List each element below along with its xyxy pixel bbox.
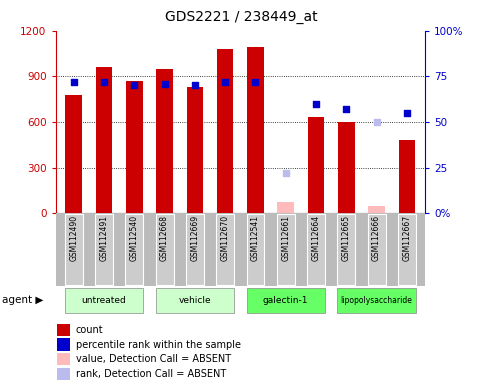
Text: GSM112661: GSM112661 (281, 215, 290, 261)
Text: GSM112491: GSM112491 (99, 215, 109, 261)
Point (70, 79, 78, 85)
Bar (126, 81, 142, 213)
Text: rank, Detection Call = ABSENT: rank, Detection Call = ABSENT (76, 369, 226, 379)
Bar (308, 118, 325, 213)
Text: GSM112665: GSM112665 (342, 215, 351, 262)
Bar (126, 214, 143, 285)
Text: GSM112664: GSM112664 (312, 215, 321, 262)
Text: count: count (76, 325, 103, 335)
Bar (186, 214, 204, 285)
Bar (277, 214, 295, 285)
Bar (338, 122, 355, 213)
Bar (217, 49, 233, 213)
Text: galectin-1: galectin-1 (263, 296, 309, 305)
Bar (95, 214, 113, 285)
Bar (96, 67, 113, 213)
Bar (216, 214, 234, 285)
Text: lipopolysaccharide: lipopolysaccharide (341, 296, 412, 305)
Point (252, 79, 259, 85)
Text: GSM112666: GSM112666 (372, 215, 381, 262)
Point (161, 81, 169, 87)
Bar (368, 214, 385, 285)
Bar (398, 214, 416, 285)
Bar (156, 214, 173, 285)
Bar (307, 214, 325, 285)
Text: percentile rank within the sample: percentile rank within the sample (76, 339, 241, 349)
Bar (65, 214, 83, 285)
Point (312, 101, 320, 107)
Bar (337, 214, 355, 285)
Point (130, 83, 138, 89)
Text: untreated: untreated (82, 296, 127, 305)
Point (221, 79, 229, 85)
Bar (186, 87, 203, 213)
Text: GDS2221 / 238449_at: GDS2221 / 238449_at (165, 10, 318, 23)
Point (403, 110, 411, 116)
Bar (57, 338, 71, 351)
Bar (57, 368, 71, 380)
Bar (247, 48, 264, 213)
Point (191, 83, 199, 89)
Text: GSM112541: GSM112541 (251, 215, 260, 261)
Text: GSM112670: GSM112670 (221, 215, 229, 262)
Text: GSM112667: GSM112667 (402, 215, 412, 262)
Text: agent ▶: agent ▶ (2, 295, 44, 306)
Point (373, 119, 381, 125)
Text: GSM112668: GSM112668 (160, 215, 169, 261)
Text: GSM112490: GSM112490 (69, 215, 78, 262)
Text: value, Detection Call = ABSENT: value, Detection Call = ABSENT (76, 354, 231, 364)
Bar (368, 205, 385, 213)
Bar (65, 288, 143, 313)
Bar (277, 202, 294, 213)
Bar (57, 324, 71, 336)
Text: vehicle: vehicle (179, 296, 211, 305)
Bar (156, 288, 234, 313)
Bar (156, 69, 173, 213)
Bar (246, 288, 325, 313)
Text: GSM112669: GSM112669 (190, 215, 199, 262)
Point (282, 170, 290, 176)
Point (342, 106, 350, 112)
Point (100, 79, 108, 85)
Text: GSM112540: GSM112540 (130, 215, 139, 262)
Bar (57, 353, 71, 366)
Bar (337, 288, 416, 313)
Bar (246, 214, 264, 285)
Bar (65, 94, 82, 213)
Bar (398, 140, 415, 213)
